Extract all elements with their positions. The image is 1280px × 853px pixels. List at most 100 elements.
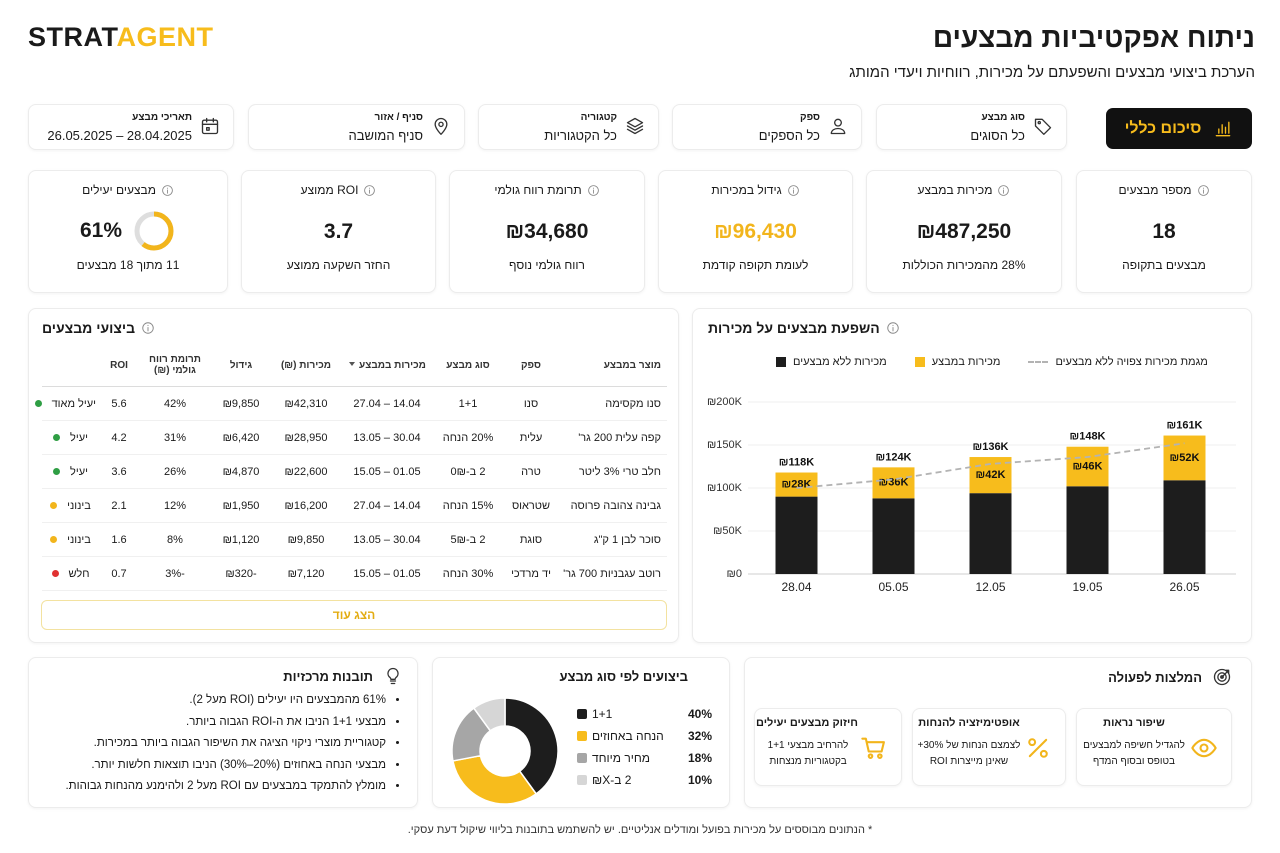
recommendation (1076, 708, 1232, 786)
icon (1033, 116, 1053, 136)
table-cell: רוטב עגבניות 700 גר' (559, 556, 667, 591)
icon (860, 734, 888, 762)
kpi-sub: 28% מהמכירות הכוללות (902, 258, 1026, 272)
icon-part (1028, 738, 1048, 758)
page-title: ניתוח אפקטיביות מבצעים (932, 22, 1255, 53)
icon-part (998, 184, 1010, 196)
icon-part (1213, 668, 1231, 686)
table-cell: ₪4,870 (211, 454, 271, 489)
icon-part (201, 117, 219, 135)
status-label: בינוני (67, 499, 91, 512)
table-cell: -3% (139, 556, 211, 591)
icon-part (1197, 184, 1209, 196)
status-cell: בינוני (42, 522, 99, 557)
summary-button[interactable]: סיכום כללי (1106, 108, 1252, 149)
insight-item: מבצעי 1+1 הניבו את ה-ROI הגבוה ביותר. (65, 712, 386, 734)
kpi-sub: מבצעים בתקופה (1122, 258, 1206, 272)
table-cell: ₪1,950 (211, 488, 271, 523)
show-more-button[interactable]: הצג עוד (41, 600, 667, 630)
table-cell: ₪28,950 (271, 420, 341, 455)
table-cell: חלב טרי 3% ליטר (559, 454, 667, 489)
button-icon (1213, 119, 1233, 139)
table-cell: 8% (139, 522, 211, 557)
status-label: יעיל (70, 465, 88, 478)
table-cell: 14.04 – 27.04 (341, 488, 433, 523)
gauge-arc (134, 211, 174, 251)
icon (431, 116, 451, 136)
filter[interactable] (28, 104, 234, 150)
icon-part (1034, 118, 1052, 135)
icon (828, 116, 848, 136)
section-title: השפעת מבצעים על מכירות (708, 320, 880, 336)
recommendation-title: אופטימיזציה להנחות (918, 717, 1020, 729)
icon-part (787, 184, 799, 196)
icon-part (1197, 184, 1209, 196)
legend-swatch (914, 357, 925, 367)
insight-item: מומלץ להתמקד במבצעים עם ROI מעל 2 ולהימנ… (65, 776, 386, 798)
table: מוצר במבצע ספק סוג מבצע מכירות במבצע מכירות … (34, 344, 667, 591)
recommendation-text: להרחיב מבצעי 1+1 בקטגוריות מנצחות (767, 740, 849, 767)
table-cell: גבינה צהובה פרוסה (559, 488, 667, 523)
table-cell: 5.6 (99, 386, 139, 421)
icon-part (162, 184, 173, 196)
table-row: סוכר לבן 1 ק"ג סוגת 2 ב-5₪ 30.04 – 13.05 ₪9,… (42, 522, 667, 557)
legend-swatch (577, 709, 587, 719)
column-header: סוג מבצע (433, 344, 503, 387)
logo: STRATAGENT (28, 22, 213, 53)
insight-item: קטגוריית מוצרי ניקוי הציגה את השיפור הגב… (65, 733, 386, 755)
recommendation-title: חיזוק מבצעים יעילים (756, 717, 858, 729)
icon-part (626, 125, 644, 131)
filter-label: סניף / אזור (374, 112, 423, 123)
legend-swatch (577, 775, 587, 785)
info-icon (787, 184, 800, 197)
legend-label: מכירות ללא מבצעים (793, 356, 887, 368)
column-header: תרומת רווח גולמי (₪) (139, 344, 211, 387)
table-cell: סוגת (503, 522, 559, 557)
footnote: * הנתונים מבוססים על מכירות בפועל ומודלי… (407, 824, 873, 836)
table-cell: 01.05 – 15.05 (341, 556, 433, 591)
info-icon (141, 321, 155, 335)
icon (625, 116, 645, 136)
filter[interactable] (876, 104, 1067, 150)
legend-label: 2 ב-X₪ (592, 773, 632, 787)
column-header: ROI (99, 344, 139, 387)
status-dot (34, 400, 42, 408)
table-cell: 4.2 (99, 420, 139, 455)
filter-label: ספק (800, 112, 820, 123)
gauge (134, 211, 174, 251)
kpi-title: מבצעים יעילים (82, 183, 156, 197)
status-label: חלש (68, 567, 90, 580)
icon-part (626, 128, 644, 135)
legend-value: 40% (687, 707, 712, 721)
filter[interactable] (248, 104, 465, 150)
icon-part (886, 322, 899, 334)
table-cell: 3.6 (99, 454, 139, 489)
table-cell: 2 ב-0₪ (433, 454, 503, 489)
legend-swatch (1028, 361, 1049, 363)
legend: מכירות ללא מבצעים מכירות במבצע מגמת מכירות… (776, 356, 1208, 368)
kpi-card (1076, 170, 1252, 293)
icon-part (787, 184, 799, 196)
table-row: רוטב עגבניות 700 גר' יד מרדכי 30% הנחה 01.0… (42, 556, 667, 591)
icon-part (349, 361, 356, 366)
icon-part (1221, 669, 1230, 678)
table-cell: 2.1 (99, 488, 139, 523)
table-cell: 42% (139, 386, 211, 421)
kpi-title: גידול במכירות (711, 183, 782, 197)
recommendation-text: להגדיל חשיפה למבצעים בטופס ובסוף המדף (1083, 740, 1185, 767)
kpi-card (449, 170, 645, 293)
table-cell: 30.04 – 13.05 (341, 420, 433, 455)
filter[interactable] (672, 104, 862, 150)
filter-label: תאריכי מבצע (132, 112, 192, 123)
info-icon (886, 321, 900, 335)
table-cell: 14.04 – 27.04 (341, 386, 433, 421)
icon-part (349, 361, 356, 366)
icon-part (387, 667, 399, 685)
icon-part (1220, 675, 1224, 679)
legend-swatch (577, 731, 587, 741)
legend-value: 10% (687, 773, 712, 787)
table-head: מוצר במבצע ספק סוג מבצע מכירות במבצע מכירות … (42, 344, 667, 387)
table-cell: 15% הנחה (433, 488, 503, 523)
legend-label: הנחה באחוזים (592, 729, 664, 743)
filter-label: סוג מבצע (981, 112, 1025, 123)
